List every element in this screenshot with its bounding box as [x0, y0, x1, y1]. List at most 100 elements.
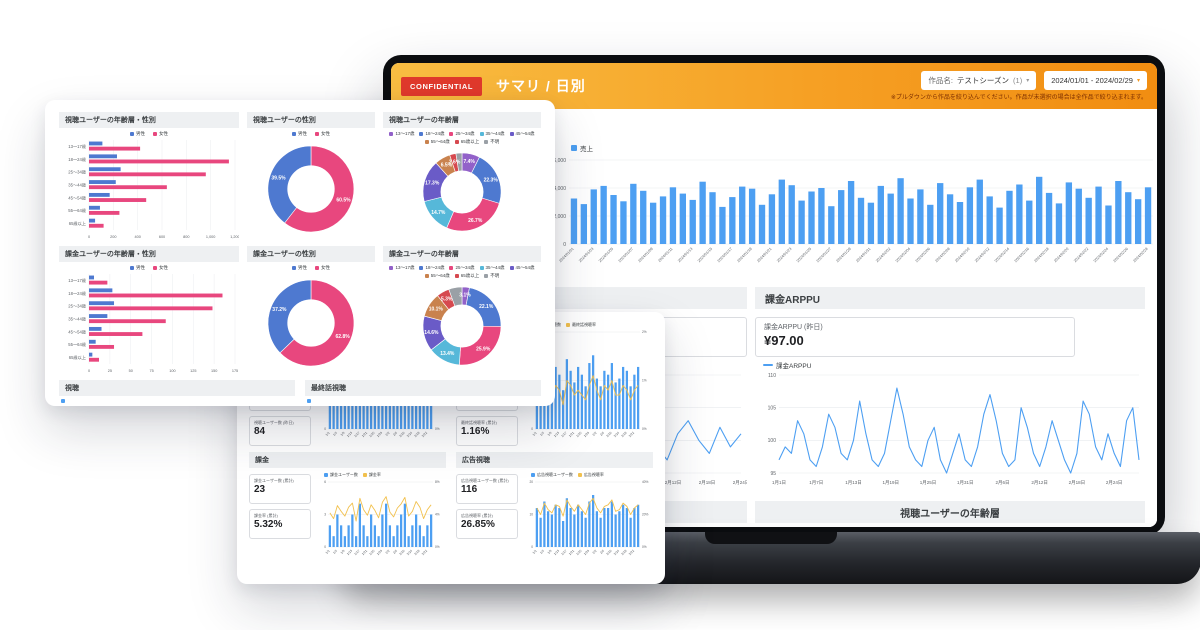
- ad-combo-chart[interactable]: 0 0% 10 20% 20 40% 1/1 1/5 1/9 1/13 1/17 1/21 1/25 1/…: [523, 479, 653, 565]
- svg-text:1/29: 1/29: [583, 431, 590, 438]
- svg-text:2月24日: 2月24日: [733, 480, 747, 486]
- date-range-value: 2024/01/01 - 2024/02/29: [1051, 76, 1133, 85]
- svg-text:5.3%: 5.3%: [441, 296, 453, 302]
- svg-text:125: 125: [190, 369, 196, 373]
- age-legend: 13〜17歳 18〜24歳 25〜34歳 35〜44歳 45〜54歳 55〜64歳 65歳以…: [383, 265, 541, 278]
- svg-text:25: 25: [108, 369, 112, 373]
- pay-users-stat: 課金ユーザー数 (累計) 23: [249, 474, 311, 504]
- svg-text:1/17: 1/17: [353, 431, 360, 438]
- section-header: 視聴ユーザーの年齢層・性別: [59, 112, 239, 128]
- ad-metrics-column: 最終話視聴率 (累計) 1.16% 最終話視聴数最終話視聴率 00%251%50…: [456, 322, 653, 565]
- view-age-gender-bar-chart[interactable]: 0 200 400 600 800 1,000 1,200 13〜17歳 18〜24歳 25〜34…: [59, 138, 239, 240]
- svg-text:45〜54歳: 45〜54歳: [68, 328, 87, 334]
- svg-text:2024/01/25: 2024/01/25: [796, 247, 812, 263]
- gender-legend: 男性 女性: [59, 131, 239, 137]
- svg-text:8%: 8%: [435, 480, 440, 484]
- svg-text:18〜24歳: 18〜24歳: [68, 290, 87, 296]
- svg-text:2/10: 2/10: [398, 431, 405, 438]
- svg-text:1/5: 1/5: [332, 431, 338, 437]
- svg-text:2024/01/13: 2024/01/13: [677, 247, 693, 263]
- svg-text:1/21: 1/21: [568, 549, 575, 556]
- svg-text:2/22: 2/22: [421, 549, 428, 556]
- view-gender-donut-chart[interactable]: 60.5% 39.5%: [247, 138, 375, 240]
- svg-text:2024/02/14: 2024/02/14: [994, 247, 1010, 263]
- svg-text:1月7日: 1月7日: [809, 480, 823, 486]
- view-age-donut-chart[interactable]: 7.4% 22.3% 26.7% 14.7% 17.3% 6.5%2.6%: [383, 145, 541, 239]
- work-select[interactable]: 作品名: テストシーズン (1) ▾: [921, 71, 1037, 90]
- svg-text:1/1: 1/1: [325, 431, 331, 437]
- pay-gender-donut-chart[interactable]: 62.8% 37.2%: [247, 272, 375, 374]
- pay-age-donut-chart[interactable]: 3.1% 22.1% 25.9% 13.4% 14.6% 10.1% 5.3%: [383, 279, 541, 373]
- svg-text:2024/01/17: 2024/01/17: [717, 247, 733, 263]
- svg-text:1/25: 1/25: [368, 549, 375, 556]
- svg-text:2024/01/31: 2024/01/31: [855, 247, 871, 263]
- svg-text:2/18: 2/18: [413, 549, 420, 556]
- svg-text:1/13: 1/13: [553, 549, 560, 556]
- arppu-line-chart[interactable]: 95 100 105 110 1月1日 1月7日 1月13日 1月19日 1月25日 1月31日 2…: [755, 371, 1145, 487]
- svg-text:1/1: 1/1: [532, 549, 538, 555]
- svg-text:14.6%: 14.6%: [424, 330, 439, 336]
- svg-text:1/21: 1/21: [361, 549, 368, 556]
- work-select-label: 作品名:: [928, 76, 953, 85]
- svg-text:1/9: 1/9: [340, 431, 346, 437]
- view-users-stat: 視聴ユーザー数 (昨日) 84: [249, 416, 311, 446]
- work-select-count: (1): [1013, 76, 1023, 85]
- svg-text:2024/02/22: 2024/02/22: [1073, 247, 1089, 263]
- section-header: 最終話視聴: [305, 380, 541, 396]
- svg-text:2/18: 2/18: [620, 431, 627, 438]
- svg-text:45〜54歳: 45〜54歳: [68, 194, 87, 200]
- section-header: 課金ユーザーの性別: [247, 246, 375, 262]
- svg-text:800: 800: [183, 235, 189, 239]
- svg-text:62.8%: 62.8%: [336, 334, 351, 340]
- pay-combo-legend: 課金ユーザー数 課金率: [324, 472, 446, 478]
- svg-text:2月12日: 2月12日: [665, 480, 682, 486]
- svg-text:2024/02/04: 2024/02/04: [895, 247, 911, 263]
- header-controls: 作品名: テストシーズン (1) ▾ 2024/01/01 - 2024/02/…: [891, 71, 1147, 101]
- arppu-stat-card: 課金ARPPU (昨日) ¥97.00: [755, 317, 1075, 357]
- svg-text:1月19日: 1月19日: [882, 480, 899, 486]
- svg-text:1/5: 1/5: [332, 549, 338, 555]
- svg-text:2024/02/28: 2024/02/28: [1132, 247, 1148, 263]
- final-episode-rate-stat: 最終話視聴率 (累計) 1.16%: [456, 416, 518, 446]
- pay-age-section: 課金ユーザーの年齢層 13〜17歳 18〜24歳 25〜34歳 35〜44歳 45〜54…: [383, 246, 541, 374]
- svg-text:1/1: 1/1: [325, 549, 331, 555]
- svg-text:2/22: 2/22: [628, 431, 635, 438]
- svg-text:2024/01/23: 2024/01/23: [776, 247, 792, 263]
- svg-text:39.5%: 39.5%: [271, 176, 286, 182]
- svg-text:4%: 4%: [435, 513, 440, 517]
- svg-text:2月18日: 2月18日: [1069, 480, 1086, 486]
- final-combo-chart[interactable]: 00%251%502%1/11/51/91/131/171/211/251/29…: [523, 329, 653, 447]
- svg-text:2024/01/21: 2024/01/21: [756, 247, 772, 263]
- svg-text:0: 0: [563, 242, 566, 248]
- svg-text:1月31日: 1月31日: [957, 480, 974, 486]
- svg-text:2024/02/12: 2024/02/12: [974, 247, 990, 263]
- section-header: 課金ユーザーの年齢層・性別: [59, 246, 239, 262]
- pay-age-gender-bar-chart[interactable]: 0 25 50 75 100 125 150 175 13〜17歳 18〜24歳 25〜34歳 35〜…: [59, 272, 239, 374]
- svg-text:2/2: 2/2: [592, 431, 598, 437]
- svg-text:75: 75: [149, 369, 153, 373]
- svg-text:2/10: 2/10: [605, 549, 612, 556]
- svg-text:13〜17歳: 13〜17歳: [68, 143, 87, 149]
- svg-text:1/29: 1/29: [583, 549, 590, 556]
- age-legend: 13〜17歳 18〜24歳 25〜34歳 35〜44歳 45〜54歳 55〜64歳 65歳以…: [383, 131, 541, 144]
- svg-text:1月13日: 1月13日: [845, 480, 862, 486]
- confidential-badge: CONFIDENTIAL: [401, 76, 483, 96]
- pay-section-header: 課金: [249, 452, 446, 468]
- svg-text:6,000: 6,000: [553, 158, 566, 164]
- svg-text:2/6: 2/6: [392, 549, 398, 555]
- svg-text:2024/01/07: 2024/01/07: [618, 247, 634, 263]
- svg-text:0: 0: [324, 427, 326, 431]
- svg-text:2.6%: 2.6%: [449, 159, 461, 165]
- ad-section-header: 広告視聴: [456, 452, 653, 468]
- svg-text:1/17: 1/17: [560, 549, 567, 556]
- svg-text:1/29: 1/29: [376, 549, 383, 556]
- svg-text:1%: 1%: [642, 379, 647, 383]
- pay-combo-chart[interactable]: 0 0%3 4%6 8%1/1 1/5 1/9 1/13 1/17 1/21 1/25 1/29 2/…: [316, 479, 446, 565]
- svg-text:100: 100: [169, 369, 175, 373]
- svg-text:2月6日: 2月6日: [995, 480, 1009, 486]
- svg-text:1月1日: 1月1日: [772, 480, 786, 486]
- date-range-picker[interactable]: 2024/01/01 - 2024/02/29 ▾: [1044, 71, 1147, 90]
- svg-text:0: 0: [531, 545, 533, 549]
- svg-text:100: 100: [768, 438, 777, 444]
